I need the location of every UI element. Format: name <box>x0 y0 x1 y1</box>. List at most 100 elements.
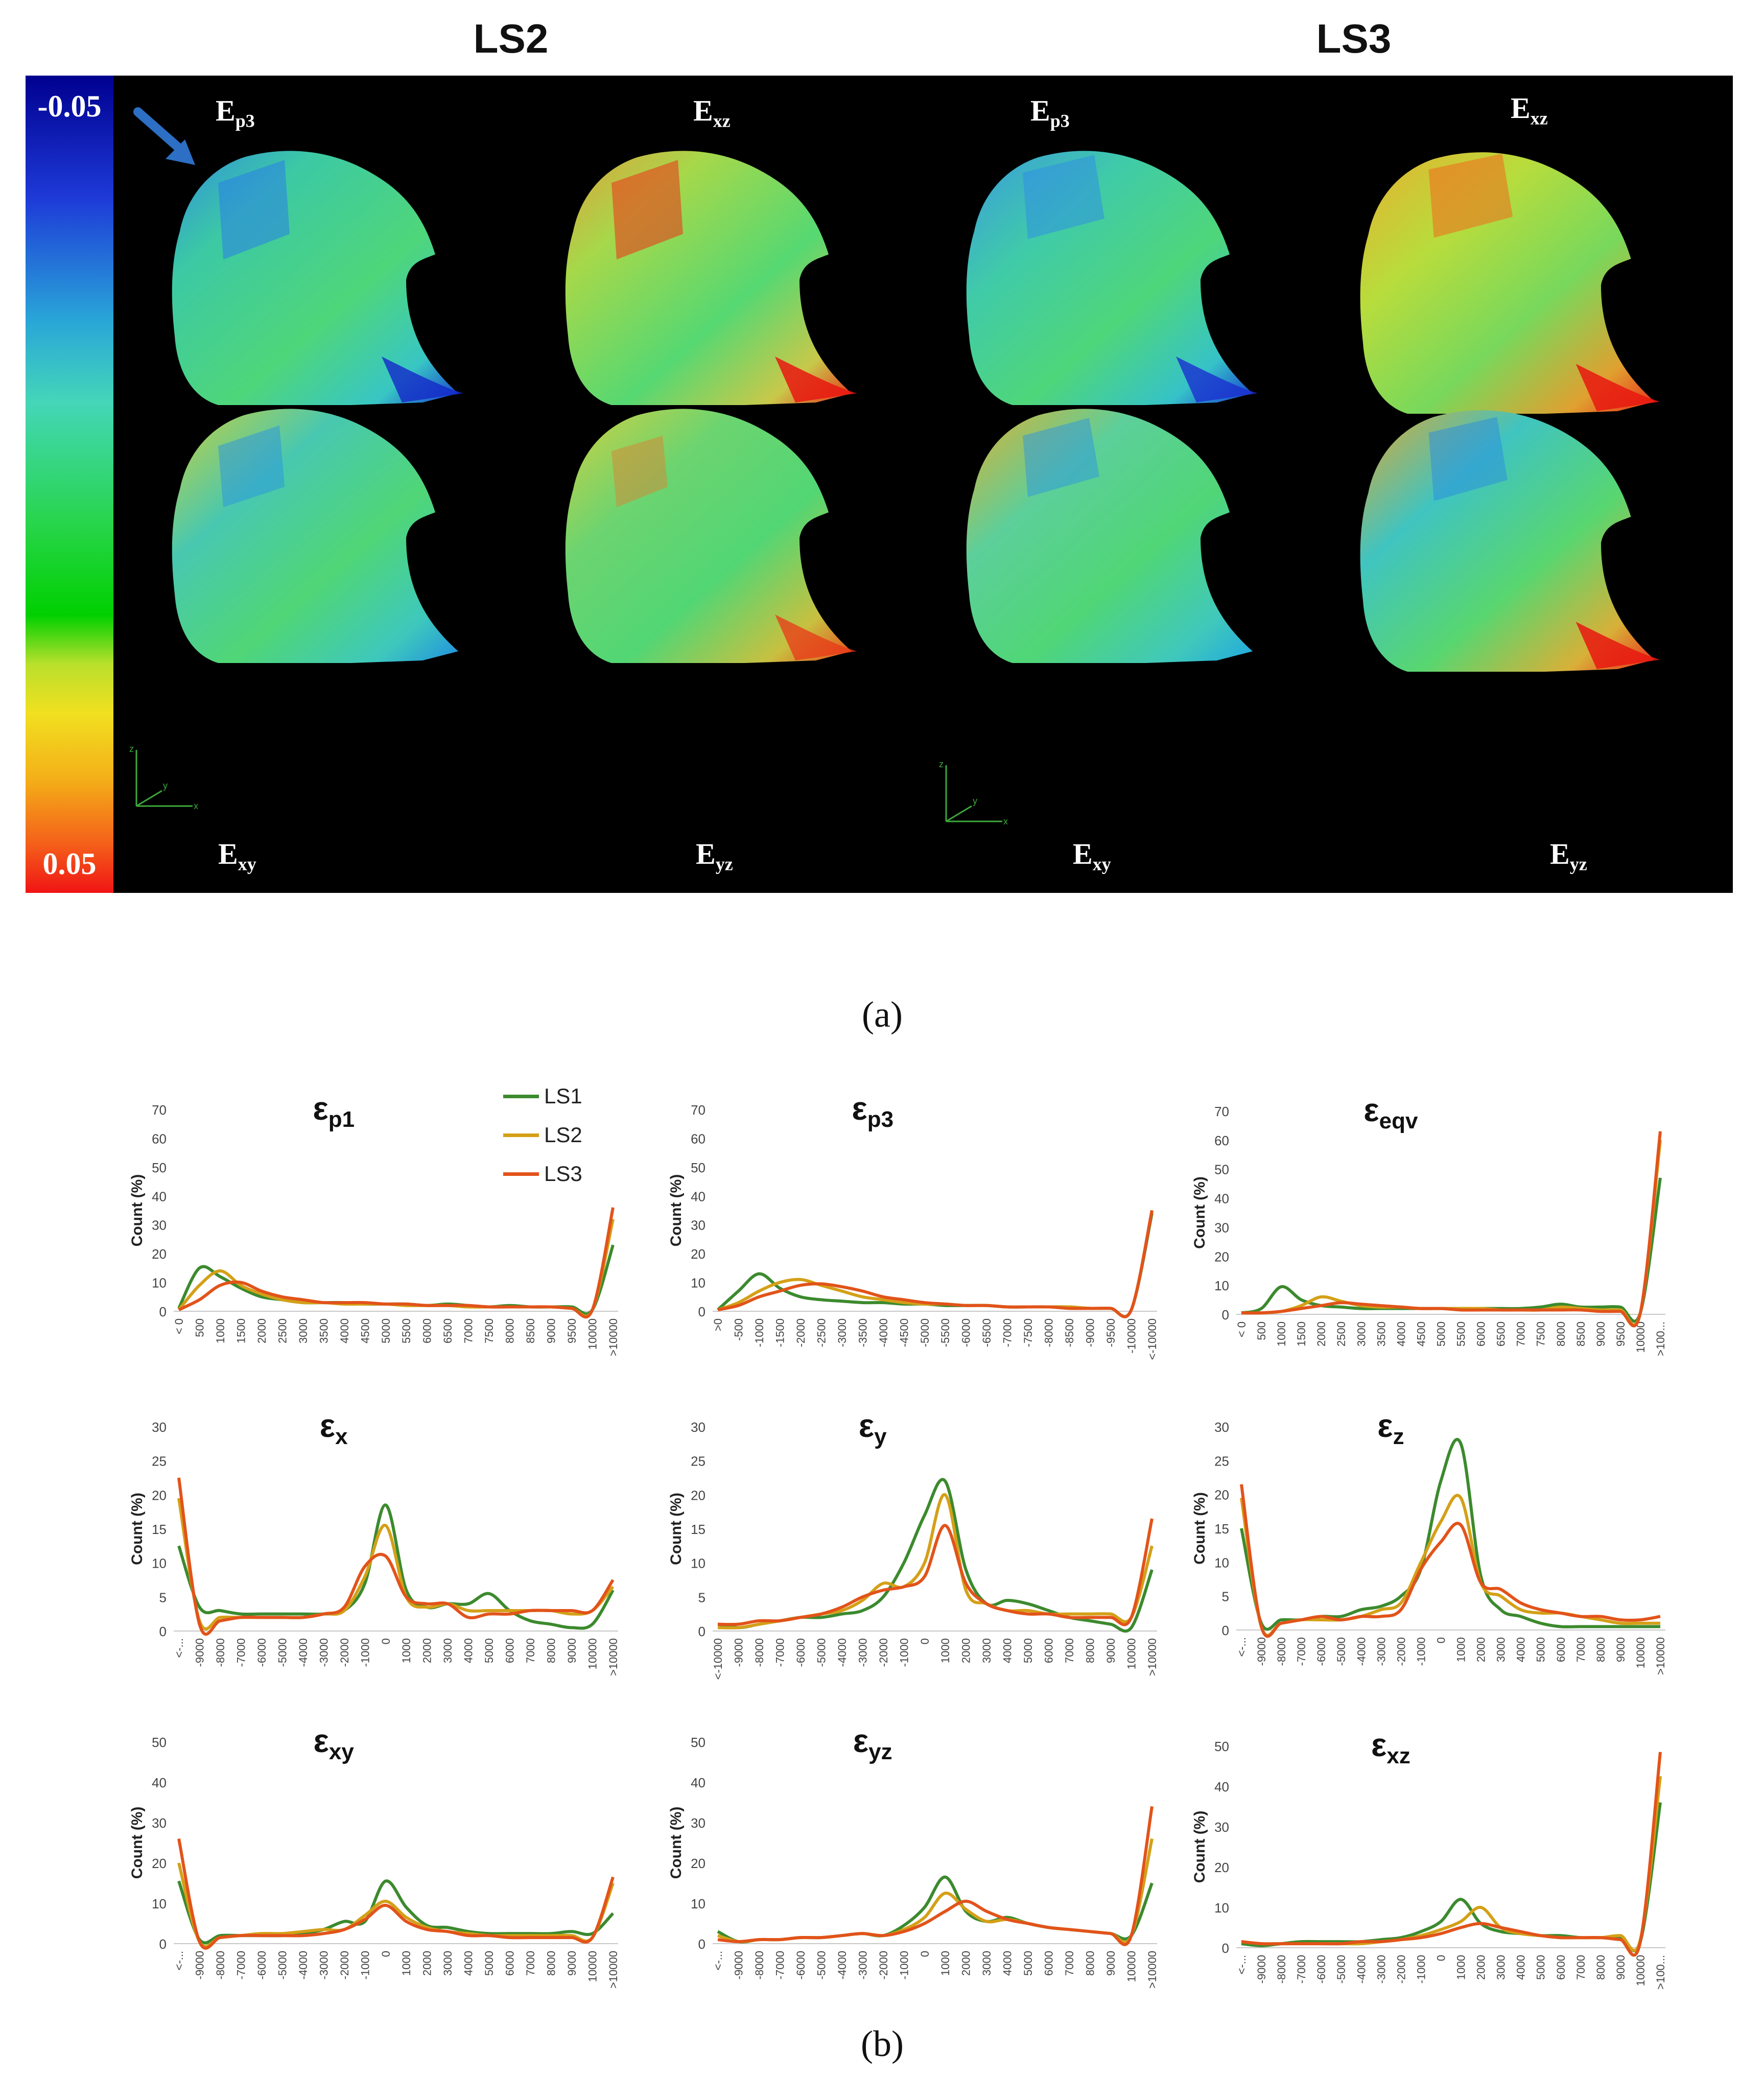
x-tick-label: 0 <box>1434 1955 1447 1961</box>
x-tick-label: -9000 <box>1255 1955 1268 1983</box>
x-tick-label: 5000 <box>380 1318 392 1343</box>
x-tick-label: >10000 <box>1146 1638 1159 1676</box>
chart-xy: 0 10 20 30 40 50 <-... -9000 -8000 -7000 -6000 -500… <box>129 1722 620 1989</box>
x-tick-label: 8000 <box>1594 1637 1607 1662</box>
x-tick-label: 2000 <box>1475 1637 1488 1662</box>
x-tick-label: -4000 <box>297 1951 310 1979</box>
x-tick-label: >100... <box>1654 1955 1667 1990</box>
y-axis-label: Count (%) <box>1191 1811 1208 1883</box>
y-axis-label: Count (%) <box>668 1807 685 1879</box>
series-line-ls1 <box>1241 1802 1662 1953</box>
x-tick-label: -4000 <box>1355 1637 1368 1666</box>
x-tick-label: 7000 <box>1574 1637 1587 1662</box>
y-tick-label: 20 <box>1214 1487 1229 1503</box>
x-tick-label: 8000 <box>545 1638 558 1663</box>
x-tick-label: -3000 <box>317 1638 330 1667</box>
label-ls3-exz: Exz <box>1511 91 1548 129</box>
x-tick-label: -1500 <box>773 1318 786 1347</box>
x-tick-label: 9000 <box>1594 1321 1607 1346</box>
x-tick-label: 10000 <box>1125 1951 1138 1982</box>
x-tick-label: <-10000 <box>712 1638 724 1680</box>
x-tick-label: -7000 <box>234 1638 247 1667</box>
x-tick-label: 500 <box>1255 1321 1268 1340</box>
x-tick-label: -3000 <box>856 1638 869 1667</box>
x-tick-label: -5000 <box>1335 1955 1348 1983</box>
y-tick-label: 10 <box>691 1556 705 1571</box>
chart-yz: 0 10 20 30 40 50 <-... -9000 -8000 -7000 -6000 -500… <box>668 1722 1159 1989</box>
x-tick-label: -1000 <box>898 1951 910 1979</box>
y-tick-label: 30 <box>1214 1220 1229 1235</box>
x-tick-label: 5000 <box>483 1951 496 1976</box>
legend-swatch-ls2 <box>503 1133 539 1137</box>
svg-text:x: x <box>194 801 198 811</box>
x-tick-label: -7000 <box>1001 1318 1014 1347</box>
legend-label-ls1: LS1 <box>544 1084 582 1108</box>
x-tick-label: -6000 <box>960 1318 973 1347</box>
axis-triad-icon: z y x <box>129 744 198 811</box>
x-tick-label: 7000 <box>1063 1951 1076 1976</box>
series-line-ls2 <box>1240 1494 1660 1637</box>
y-tick-label: 50 <box>152 1735 167 1750</box>
x-tick-label: 4500 <box>359 1318 371 1343</box>
x-tick-label: 5500 <box>400 1318 413 1343</box>
y-tick-label: 30 <box>691 1815 705 1831</box>
label-ls3-ep3: Ep3 <box>1030 94 1070 131</box>
x-tick-label: 4000 <box>1001 1638 1014 1663</box>
x-tick-label: 0 <box>380 1951 392 1957</box>
x-tick-label: 10000 <box>1634 1321 1647 1353</box>
y-tick-label: 10 <box>1214 1555 1229 1570</box>
series-line-ls3 <box>177 1477 615 1636</box>
x-tick-label: -8000 <box>1275 1637 1288 1666</box>
bone-ls3-ep3 <box>966 151 1258 405</box>
x-tick-label: 9000 <box>566 1638 578 1663</box>
x-tick-label: -8500 <box>1063 1318 1076 1347</box>
x-tick-label: 7000 <box>524 1951 537 1976</box>
x-tick-label: 7500 <box>1535 1321 1547 1346</box>
x-tick-label: >10000 <box>607 1951 620 1989</box>
x-tick-label: 9000 <box>1614 1955 1627 1980</box>
x-tick-label: 1000 <box>214 1318 227 1343</box>
heading-ls3: LS3 <box>1316 16 1392 61</box>
x-tick-label: -4000 <box>836 1638 849 1667</box>
y-tick-label: 25 <box>1214 1453 1229 1469</box>
legend-swatch-ls1 <box>503 1094 539 1098</box>
svg-text:y: y <box>973 796 977 806</box>
y-tick-label: 0 <box>698 1304 705 1319</box>
x-tick-label: -5000 <box>1335 1637 1348 1666</box>
x-tick-label: -2000 <box>338 1638 351 1667</box>
x-tick-label: 6000 <box>1043 1951 1055 1976</box>
y-axis-label: Count (%) <box>668 1493 685 1565</box>
x-tick-label: 4000 <box>1515 1955 1527 1980</box>
x-tick-label: 6000 <box>1475 1321 1488 1346</box>
x-tick-label: -7000 <box>234 1951 247 1979</box>
x-tick-label: 10000 <box>1125 1638 1138 1669</box>
x-tick-label: -5000 <box>276 1951 289 1979</box>
series-line-ls1 <box>1240 1437 1660 1631</box>
x-tick-label: -1000 <box>1415 1955 1427 1983</box>
x-tick-label: 8000 <box>1555 1321 1567 1346</box>
caption-a: (a) <box>862 994 903 1035</box>
colorbar-max-label: 0.05 <box>42 847 97 881</box>
legend-item-ls3: LS3 <box>503 1154 582 1193</box>
series-line-ls1 <box>177 1503 615 1630</box>
x-tick-label: 6500 <box>1495 1321 1508 1346</box>
y-tick-label: 30 <box>1214 1820 1229 1835</box>
x-tick-label: 0 <box>919 1638 931 1644</box>
x-tick-label: -2000 <box>338 1951 351 1979</box>
x-tick-label: 9000 <box>1104 1638 1117 1663</box>
y-tick-label: 10 <box>691 1275 705 1291</box>
x-tick-label: -3000 <box>1375 1955 1387 1983</box>
chart-title: εx <box>320 1407 348 1449</box>
x-tick-label: 2000 <box>960 1951 973 1976</box>
x-tick-label: 1000 <box>1455 1955 1468 1980</box>
x-tick-label: -9000 <box>193 1951 206 1979</box>
y-tick-label: 40 <box>1214 1779 1229 1794</box>
x-tick-label: 7500 <box>483 1318 496 1343</box>
series-line-ls1 <box>716 1213 1154 1318</box>
y-tick-label: 10 <box>691 1896 705 1911</box>
chart-title: εp1 <box>313 1090 355 1132</box>
series-line-ls2 <box>1241 1140 1662 1327</box>
x-tick-label: -6000 <box>255 1951 268 1979</box>
x-tick-label: 9500 <box>566 1318 578 1343</box>
x-tick-label: -2000 <box>1395 1955 1407 1983</box>
